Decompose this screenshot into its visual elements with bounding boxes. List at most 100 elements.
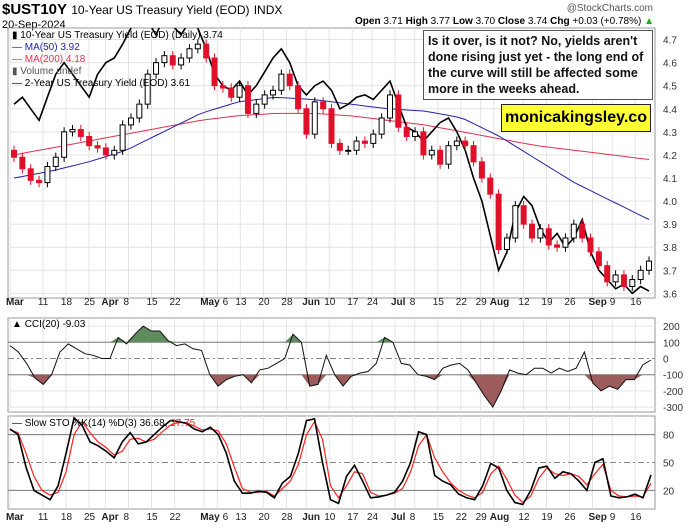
candle — [353, 140, 360, 151]
candle — [153, 62, 160, 75]
x-tick-label: 24 — [367, 512, 379, 523]
x-tick-label: 29 — [476, 297, 488, 308]
x-tick-label: 26 — [564, 297, 576, 308]
candle — [537, 228, 544, 239]
candle — [144, 73, 151, 105]
candle — [403, 126, 410, 137]
candle — [19, 156, 26, 170]
x-tick-label: 11 — [38, 512, 49, 523]
y-tick-label: 4.5 — [663, 82, 677, 93]
candle — [554, 244, 561, 248]
candle — [244, 85, 251, 114]
candle — [503, 237, 510, 251]
x-tick-label: 28 — [281, 297, 293, 308]
candle — [462, 140, 469, 147]
x-tick-label: 8 — [124, 297, 130, 308]
candle — [437, 149, 444, 165]
y-tick-label: 50 — [663, 459, 675, 470]
candle — [336, 142, 343, 151]
candle — [61, 131, 68, 158]
x-tick-label: 13 — [235, 297, 247, 308]
candle — [211, 57, 218, 87]
x-tick-label: 24 — [367, 297, 379, 308]
legend-main: ▮ 10-Year US Treasury Yield (EOD) (Daily… — [12, 30, 223, 41]
candle — [453, 140, 460, 147]
x-tick-label: 9 — [610, 297, 616, 308]
x-tick-label: 19 — [541, 512, 553, 523]
x-tick-label: 10 — [324, 512, 336, 523]
cci-oversold-fill — [10, 374, 651, 408]
x-tick-label: 12 — [518, 512, 530, 523]
x-tick-label: 25 — [84, 512, 96, 523]
legend-ma200: — MA(200) 4.18 — [12, 54, 86, 65]
candle — [361, 140, 368, 144]
x-tick-label: 6 — [223, 297, 229, 308]
x-tick-label: 8 — [410, 297, 416, 308]
candle — [412, 131, 419, 137]
price-plot — [11, 28, 652, 295]
x-tick-label: 18 — [61, 512, 73, 523]
candle — [94, 145, 101, 149]
candle — [637, 269, 644, 281]
candle — [328, 108, 335, 144]
candle — [44, 165, 51, 184]
candle — [186, 48, 193, 59]
candle — [102, 147, 109, 156]
y-tick-label: 3.6 — [663, 289, 677, 300]
candle — [219, 85, 226, 89]
x-tick-label: May — [200, 297, 220, 308]
candle — [495, 193, 502, 251]
legend-ma50: — MA(50) 3.92 — [12, 42, 80, 53]
candle — [478, 161, 485, 179]
candle — [36, 179, 43, 184]
y-tick-label: 4.7 — [663, 36, 677, 47]
candle — [311, 101, 318, 135]
candle — [370, 133, 377, 144]
y-tick-label: 4.0 — [663, 197, 677, 208]
candle — [470, 145, 477, 163]
x-tick-label: Sep — [589, 512, 607, 523]
candle — [604, 265, 611, 283]
candle — [570, 223, 577, 239]
legend-volume: ▮ Volume undef — [12, 66, 82, 77]
legend-sto: — Slow STO %K(14) %D(3) 36.68, 27.75 — [12, 418, 196, 429]
x-tick-label: 13 — [235, 512, 247, 523]
cci-overbought-fill — [10, 326, 651, 343]
y-tick-label: 4.6 — [663, 59, 677, 70]
x-tick-label: 28 — [281, 512, 293, 523]
x-tick-label: 17 — [347, 512, 359, 523]
candle — [595, 251, 602, 267]
x-tick-label: 18 — [61, 297, 73, 308]
candle — [253, 103, 260, 114]
x-tick-label: 12 — [518, 297, 530, 308]
candle — [612, 274, 619, 283]
annotation-box: Is it over, is it not? No, yields aren't… — [423, 30, 653, 100]
candle — [261, 94, 268, 105]
candle — [579, 223, 586, 239]
x-tick-label: 22 — [170, 297, 182, 308]
candle — [270, 89, 277, 96]
candle — [378, 117, 385, 135]
x-tick-label: 22 — [456, 512, 468, 523]
y-tick-label: 4.2 — [663, 151, 677, 162]
candle — [203, 43, 210, 59]
candle — [77, 129, 84, 137]
candle — [529, 223, 536, 239]
candle — [111, 149, 118, 156]
candle — [445, 145, 452, 165]
sto-k-line — [9, 416, 652, 506]
pane-frame — [7, 27, 656, 299]
up-arrow-icon: ▲ — [644, 16, 654, 27]
x-tick-label: May — [200, 512, 220, 523]
x-tick-label: 10 — [324, 297, 336, 308]
cci-line — [9, 325, 652, 409]
y-tick-label: 4.4 — [663, 105, 677, 116]
x-tick-label: 8 — [410, 512, 416, 523]
candle — [545, 228, 552, 246]
x-tick-label: 25 — [84, 297, 96, 308]
x-tick-label: Mar — [6, 512, 24, 523]
y-tick-label: -100 — [663, 371, 683, 382]
candle — [487, 177, 494, 195]
x-tick-label: 15 — [147, 512, 159, 523]
